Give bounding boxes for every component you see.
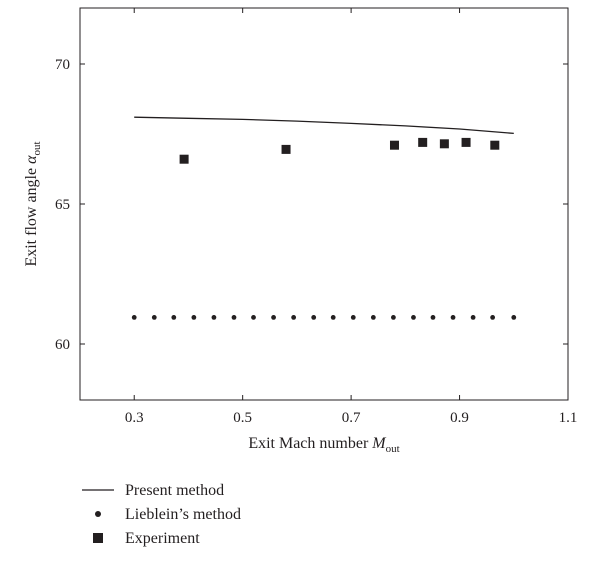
- x-tick-label: 0.7: [342, 410, 361, 426]
- y-tick-label: 70: [55, 57, 70, 73]
- y-tick-label: 65: [55, 197, 70, 213]
- y-axis-title-subscript: out: [31, 141, 43, 155]
- lieblein-method-point: [291, 315, 297, 320]
- lieblein-method-point: [411, 315, 416, 320]
- x-axis-title-subscript: out: [386, 443, 400, 455]
- lieblein-method-point: [131, 315, 137, 320]
- lieblein-method-point: [350, 315, 356, 320]
- legend-present-method-label: Present method: [125, 482, 224, 499]
- y-tick-label: 60: [55, 337, 70, 353]
- lieblein-method-point: [490, 315, 496, 320]
- x-axis-title: Exit Mach number Mout: [248, 435, 399, 455]
- lieblein-method-point: [311, 315, 317, 320]
- x-tick-label: 1.1: [559, 410, 578, 426]
- series-layer: [131, 116, 517, 320]
- experiment-point: [281, 144, 291, 154]
- lieblein-method-point: [330, 315, 336, 320]
- lieblein-method-point: [171, 315, 177, 320]
- y-axis-title: Exit flow angle αout: [23, 141, 43, 266]
- lieblein-method-point: [251, 315, 256, 320]
- lieblein-method-point: [231, 315, 237, 320]
- y-axis-title-symbol: α: [23, 155, 40, 164]
- lieblein-method-point: [430, 315, 436, 320]
- experiment-point: [439, 139, 449, 149]
- legend-lieblein-method-marker: [95, 511, 101, 517]
- legend-experiment-marker: [93, 533, 103, 543]
- lieblein-method-point: [191, 315, 197, 320]
- legend-experiment-label: Experiment: [125, 530, 200, 547]
- lieblein-method-point: [511, 315, 517, 320]
- y-axis: 60 65 70: [55, 57, 568, 353]
- lieblein-method-point: [370, 315, 376, 320]
- experiment-point: [179, 154, 189, 164]
- legend: Present method Lieblein’s method Experim…: [82, 482, 241, 547]
- x-tick-label: 0.5: [233, 410, 252, 426]
- x-axis: 0.3 0.5 0.7 0.9 1.1: [125, 8, 578, 426]
- plot-area: [79, 7, 569, 401]
- y-axis-title-text: Exit flow angle: [23, 168, 40, 267]
- experiment-point: [490, 140, 500, 150]
- lieblein-method-point: [151, 315, 157, 320]
- legend-lieblein-method-label: Lieblein’s method: [125, 506, 241, 523]
- x-axis-title-text: Exit Mach number: [248, 435, 369, 452]
- experiment-point: [389, 140, 399, 150]
- series-present-method-line: [134, 116, 514, 135]
- x-tick-label: 0.3: [125, 410, 144, 426]
- lieblein-method-point: [211, 315, 217, 320]
- lieblein-method-point: [271, 315, 276, 320]
- lieblein-method-point: [391, 315, 396, 320]
- x-tick-label: 0.9: [450, 410, 469, 426]
- lieblein-method-point: [470, 315, 476, 320]
- experiment-point: [461, 137, 471, 147]
- lieblein-method-point: [450, 315, 456, 320]
- x-axis-title-symbol: M: [371, 435, 387, 452]
- experiment-point: [418, 137, 428, 147]
